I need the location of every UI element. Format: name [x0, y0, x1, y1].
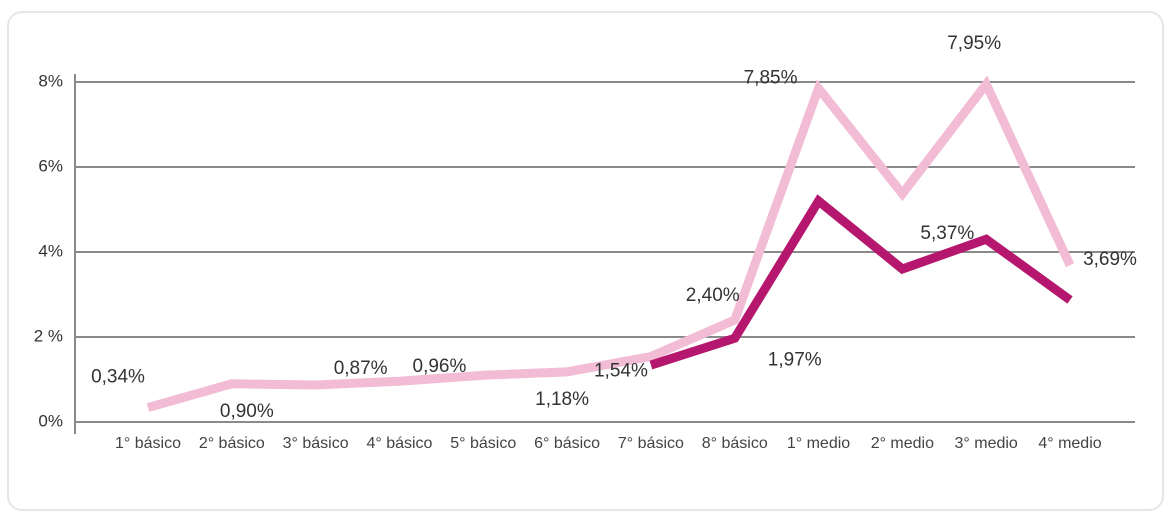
x-tick-label: 8° básico: [701, 435, 768, 452]
y-tick-label: 4%: [38, 241, 63, 260]
data-label: 7,95%: [947, 33, 1001, 54]
data-label: 0,96%: [413, 356, 467, 377]
data-label: 0,90%: [220, 401, 274, 422]
y-tick-label: 0%: [38, 411, 63, 430]
data-label: 0,34%: [91, 367, 145, 388]
x-tick-label: 2° medio: [870, 435, 935, 452]
series-line: [649, 194, 1073, 370]
x-tick-label: 4° medio: [1038, 435, 1102, 452]
x-tick-label: 5° básico: [450, 435, 517, 452]
data-label: 5,37%: [920, 223, 974, 244]
data-label: 7,85%: [744, 67, 798, 88]
y-tick-label: 8%: [38, 71, 63, 90]
data-label: 1,18%: [535, 389, 589, 410]
x-tick-label: 3° básico: [282, 435, 349, 452]
x-tick-label: 4° básico: [366, 435, 433, 452]
x-tick-label: 1° básico: [115, 435, 181, 452]
data-label: 3,69%: [1083, 249, 1137, 270]
y-tick-label: 2 %: [34, 326, 63, 345]
x-tick-label: 1° medio: [786, 435, 851, 452]
x-tick-label: 6° básico: [534, 435, 601, 452]
x-tick-label: 7° básico: [617, 435, 684, 452]
data-label: 0,87%: [334, 358, 388, 379]
series-line: [146, 75, 1075, 412]
x-tick-label: 3° medio: [954, 435, 1018, 452]
data-label: 1,54%: [594, 361, 648, 382]
x-tick-label: 2° básico: [198, 435, 265, 452]
y-tick-label: 6%: [38, 156, 63, 175]
data-label: 1,97%: [768, 349, 822, 370]
data-label: 2,40%: [686, 285, 740, 306]
